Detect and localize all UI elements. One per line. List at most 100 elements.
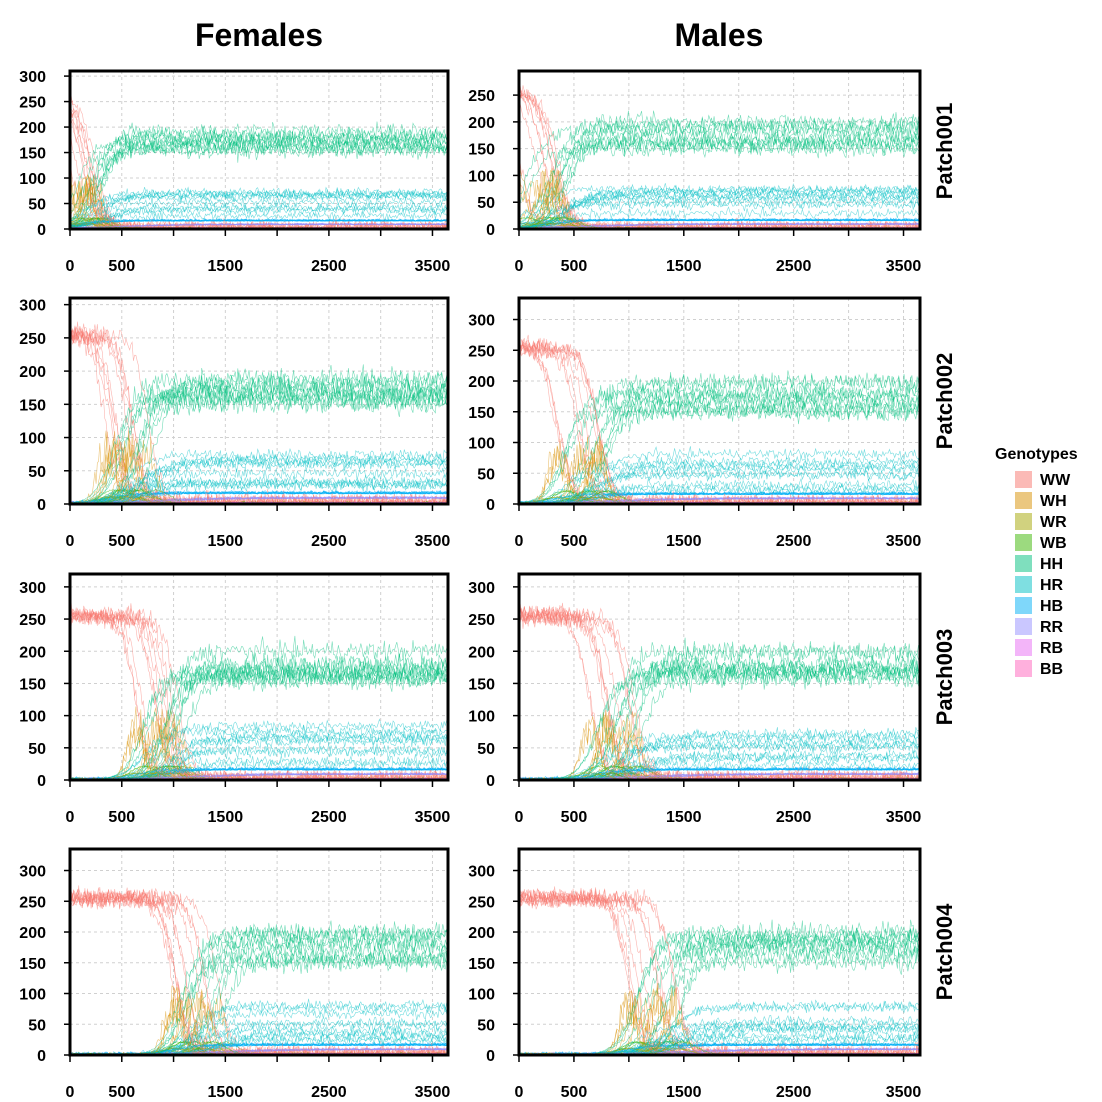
- y-tick-label: 200: [468, 644, 495, 661]
- legend-swatch-hr: [1015, 576, 1032, 593]
- x-tick-label: 0: [515, 809, 524, 826]
- y-tick-label: 50: [28, 741, 46, 758]
- y-tick-label: 150: [19, 956, 46, 973]
- x-tick-label: 500: [108, 533, 135, 550]
- series-ww-line: [519, 886, 920, 1055]
- x-tick-label: 0: [66, 533, 75, 550]
- y-tick-label: 300: [468, 864, 495, 881]
- legend-swatch-hh: [1015, 555, 1032, 572]
- legend-swatch-wr: [1015, 513, 1032, 530]
- x-tick-label: 2500: [776, 809, 812, 826]
- y-tick-label: 150: [468, 405, 495, 422]
- y-tick-label: 150: [19, 146, 46, 163]
- row-title-patch004: Patch004: [932, 903, 957, 1000]
- y-tick-label: 50: [28, 464, 46, 481]
- x-tick-label: 3500: [886, 533, 922, 550]
- x-tick-label: 1500: [208, 533, 244, 550]
- y-tick-label: 0: [486, 222, 495, 239]
- series-ww-line: [519, 341, 920, 504]
- x-tick-label: 2500: [776, 258, 812, 275]
- y-tick-label: 0: [486, 773, 495, 790]
- x-tick-label: 3500: [886, 1084, 922, 1101]
- legend-swatch-wh: [1015, 492, 1032, 509]
- series-hh-line: [519, 120, 920, 195]
- x-axis: 0 500 1500 2500 3500: [515, 780, 922, 826]
- x-tick-label: 0: [515, 258, 524, 275]
- column-title-males: Males: [675, 17, 764, 53]
- y-tick-label: 300: [468, 580, 495, 597]
- y-tick-label: 0: [486, 497, 495, 514]
- y-tick-label: 300: [468, 313, 495, 330]
- series-ww-line: [70, 96, 448, 229]
- series-ww-line: [519, 342, 920, 504]
- y-tick-label: 100: [19, 431, 46, 448]
- legend-swatch-ww: [1015, 471, 1032, 488]
- x-tick-label: 3500: [415, 258, 451, 275]
- series-ww-line: [70, 138, 448, 229]
- x-tick-label: 500: [561, 533, 588, 550]
- legend-label-wb: WB: [1040, 535, 1067, 552]
- y-tick-label: 100: [468, 709, 495, 726]
- legend-swatch-wb: [1015, 534, 1032, 551]
- series-ww-line: [70, 101, 448, 229]
- x-tick-label: 1500: [666, 1084, 702, 1101]
- x-tick-label: 1500: [666, 533, 702, 550]
- y-tick-label: 200: [468, 374, 495, 391]
- y-tick-label: 300: [19, 864, 46, 881]
- x-tick-label: 3500: [415, 1084, 451, 1101]
- x-tick-label: 3500: [886, 258, 922, 275]
- series-hh-line: [519, 116, 920, 228]
- y-tick-label: 250: [468, 88, 495, 105]
- series-ww-line: [519, 94, 920, 229]
- y-tick-label: 250: [19, 612, 46, 629]
- y-tick-label: 0: [37, 773, 46, 790]
- series-ww-line: [519, 95, 920, 229]
- x-tick-label: 2500: [311, 1084, 347, 1101]
- x-tick-label: 500: [108, 809, 135, 826]
- y-tick-label: 250: [468, 894, 495, 911]
- y-tick-label: 200: [19, 364, 46, 381]
- y-axis: 0 50 100 150 200 250: [468, 88, 519, 239]
- x-tick-label: 3500: [886, 809, 922, 826]
- x-tick-label: 500: [561, 258, 588, 275]
- y-tick-label: 150: [468, 676, 495, 693]
- y-tick-label: 0: [486, 1048, 495, 1065]
- legend-swatch-bb: [1015, 660, 1032, 677]
- x-tick-label: 2500: [311, 809, 347, 826]
- x-axis: 0 500 1500 2500 3500: [66, 1055, 451, 1101]
- y-tick-label: 300: [19, 298, 46, 315]
- y-tick-label: 200: [468, 115, 495, 132]
- y-tick-label: 0: [37, 1048, 46, 1065]
- y-tick-label: 250: [468, 612, 495, 629]
- legend-label-wh: WH: [1040, 493, 1067, 510]
- y-tick-label: 150: [468, 142, 495, 159]
- y-tick-label: 150: [19, 397, 46, 414]
- x-tick-label: 0: [515, 1084, 524, 1101]
- y-tick-label: 100: [19, 171, 46, 188]
- x-tick-label: 2500: [776, 1084, 812, 1101]
- x-tick-label: 2500: [311, 533, 347, 550]
- x-axis: 0 500 1500 2500 3500: [515, 504, 922, 550]
- series-hh-line: [70, 653, 448, 780]
- x-tick-label: 3500: [415, 533, 451, 550]
- row-title-patch003: Patch003: [932, 629, 957, 726]
- y-tick-label: 0: [37, 222, 46, 239]
- x-tick-label: 0: [66, 809, 75, 826]
- y-tick-label: 100: [468, 168, 495, 185]
- legend-label-rb: RB: [1040, 640, 1063, 657]
- x-axis: 0 500 1500 2500 3500: [66, 780, 451, 826]
- series-ww-line: [519, 86, 920, 229]
- legend-label-hr: HR: [1040, 577, 1064, 594]
- series-hh-line: [70, 933, 448, 1055]
- x-tick-label: 3500: [415, 809, 451, 826]
- y-tick-label: 50: [477, 195, 495, 212]
